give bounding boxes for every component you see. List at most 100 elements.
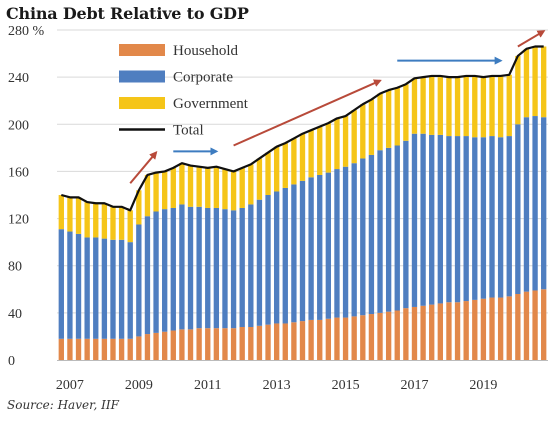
bar-government	[136, 190, 142, 225]
bar-corporate	[480, 137, 487, 299]
bar-corporate	[394, 145, 400, 311]
bar-corporate	[101, 238, 108, 339]
bar-corporate	[136, 224, 142, 337]
bar-government	[58, 195, 64, 230]
bar-household	[454, 302, 461, 360]
bar-household	[506, 296, 512, 360]
bar-government	[282, 143, 288, 188]
y-tick-label: 240	[8, 71, 29, 86]
bar-government	[472, 75, 478, 138]
bar-government	[170, 167, 176, 208]
bar-government	[463, 75, 469, 137]
bar-household	[385, 311, 392, 360]
y-axis-ticks: 0 40 80 120 160 200 240 280 %	[8, 24, 45, 369]
bar-household	[67, 338, 73, 360]
bar-household	[360, 315, 366, 360]
bar-corporate	[377, 150, 383, 313]
bar-government	[196, 166, 202, 207]
bar-corporate	[325, 172, 332, 319]
bar-corporate	[532, 116, 538, 291]
bar-corporate	[420, 133, 426, 306]
y-tick-label: 80	[8, 260, 22, 275]
bar-government	[334, 118, 340, 170]
bar-government	[325, 123, 332, 173]
bar-household	[144, 334, 151, 360]
bar-household	[75, 338, 82, 360]
bar-government	[446, 77, 452, 137]
legend-swatch-household	[119, 44, 165, 56]
bar-household	[179, 329, 185, 360]
bar-government	[317, 126, 323, 175]
y-tick-label: 120	[8, 213, 29, 228]
bar-household	[101, 338, 108, 360]
bar-government	[403, 84, 409, 141]
bar-government	[205, 167, 211, 208]
bar-government	[411, 78, 418, 134]
bar-household	[446, 302, 452, 360]
bar-government	[101, 203, 108, 239]
chart-title: China Debt Relative to GDP	[6, 4, 249, 23]
bar-government	[385, 90, 392, 148]
bar-household	[213, 328, 220, 360]
bar-government	[541, 46, 547, 118]
x-tick-label: 2015	[332, 378, 360, 393]
y-tick-label: 280 %	[8, 24, 45, 39]
legend-swatch-corporate	[119, 70, 165, 83]
bar-household	[472, 299, 478, 360]
bar-household	[170, 330, 176, 360]
bar-household	[437, 303, 443, 360]
legend-swatch-government	[119, 97, 165, 109]
bar-government	[222, 169, 228, 210]
bar-household	[248, 327, 254, 360]
trend-arrow-up	[233, 79, 382, 147]
bar-corporate	[342, 166, 349, 318]
bar-household	[532, 290, 538, 360]
bar-household	[368, 314, 375, 360]
bar-household	[222, 328, 228, 360]
bar-corporate	[248, 204, 254, 327]
bar-corporate	[497, 137, 504, 298]
bar-government	[256, 158, 263, 200]
bar-household	[429, 304, 435, 360]
bar-household	[273, 323, 280, 360]
bar-household	[394, 310, 400, 360]
bar-household	[325, 318, 332, 360]
bar-corporate	[282, 187, 288, 324]
bar-government	[291, 138, 297, 185]
legend-label-government: Government	[173, 96, 249, 112]
bar-corporate	[454, 136, 461, 303]
bar-government	[93, 203, 99, 238]
bar-household	[239, 327, 245, 360]
bar-corporate	[515, 124, 521, 294]
bar-household	[265, 324, 271, 360]
bar-household	[93, 338, 99, 360]
bar-household	[127, 338, 133, 360]
bar-corporate	[93, 237, 99, 339]
bar-government	[230, 171, 237, 211]
x-tick-label: 2019	[469, 378, 497, 393]
bar-government	[489, 75, 495, 137]
bar-corporate	[291, 184, 297, 323]
bar-government	[497, 75, 504, 138]
x-tick-label: 2011	[194, 378, 221, 393]
bar-household	[351, 316, 357, 360]
bar-government	[437, 77, 443, 135]
bar-government	[84, 202, 90, 238]
x-tick-label: 2009	[125, 378, 153, 393]
x-tick-label: 2017	[400, 378, 428, 393]
bar-corporate	[411, 133, 418, 307]
bar-corporate	[351, 163, 357, 317]
bar-government	[515, 55, 521, 125]
bar-household	[118, 338, 125, 360]
total-line-group	[61, 45, 544, 212]
bar-government	[299, 133, 306, 181]
bar-corporate	[153, 211, 159, 333]
bar-corporate	[84, 237, 90, 339]
bar-government	[239, 167, 245, 208]
x-tick-label: 2013	[263, 378, 291, 393]
bar-corporate	[385, 147, 392, 312]
bar-household	[308, 319, 314, 360]
bar-corporate	[58, 229, 64, 339]
bar-government	[127, 210, 133, 243]
